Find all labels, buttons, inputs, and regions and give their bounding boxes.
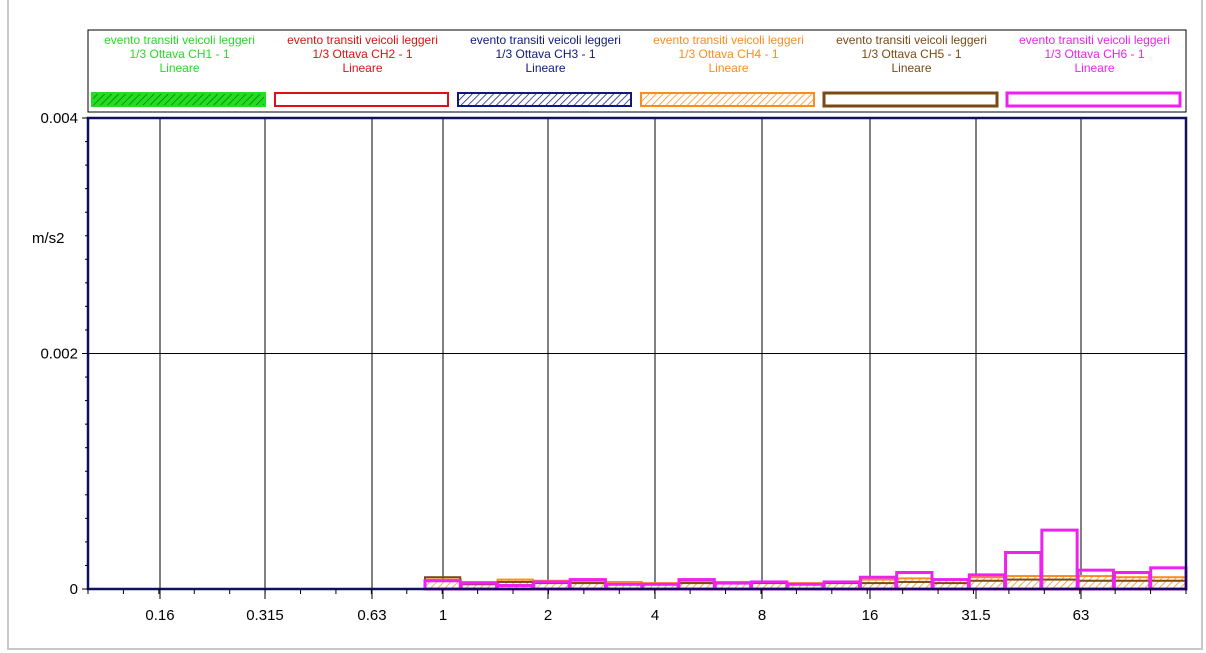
grid <box>88 117 1186 590</box>
x-tick-label: 0.16 <box>145 607 174 624</box>
legend-name: evento transiti veicoli leggeri <box>836 33 987 47</box>
legend-name: evento transiti veicoli leggeri <box>653 33 804 47</box>
legend-name: evento transiti veicoli leggeri <box>287 33 438 47</box>
legend-channel: 1/3 Ottava CH3 - 1 <box>495 47 595 61</box>
y-tick-label: 0.002 <box>40 346 78 363</box>
y-tick-label: 0.004 <box>40 110 78 127</box>
bar <box>895 577 934 591</box>
legend-swatch <box>91 92 266 107</box>
legend-channel: 1/3 Ottava CH4 - 1 <box>678 47 778 61</box>
legend-weighting: Lineare <box>1074 61 1114 75</box>
legend-weighting: Lineare <box>891 61 931 75</box>
legend-swatch <box>1005 91 1182 108</box>
legend-swatch <box>640 92 815 107</box>
x-tick-label: 16 <box>862 607 879 624</box>
x-tick-label: 63 <box>1073 607 1090 624</box>
bar <box>1040 575 1079 590</box>
axes: 0 0.002 0.004 m/s2 0.16 0.315 0.63 1 2 4 8 16 31.5 63 <box>32 110 1188 624</box>
legend-weighting: Lineare <box>342 61 382 75</box>
x-tick-label: 0.315 <box>246 607 284 624</box>
legend-weighting: Lineare <box>159 61 199 75</box>
x-tick-label: 2 <box>544 607 552 624</box>
x-tick-label: 31.5 <box>961 607 990 624</box>
legend-channel: 1/3 Ottava CH5 - 1 <box>861 47 961 61</box>
y-axis-label: m/s2 <box>32 230 65 247</box>
x-tick-label: 8 <box>758 607 766 624</box>
legend-weighting: Lineare <box>708 61 748 75</box>
chart-frame <box>7 0 1203 650</box>
bar <box>968 576 1006 590</box>
bar <box>1113 576 1151 590</box>
legend-name: evento transiti veicoli leggeri <box>470 33 621 47</box>
legend-swatch <box>822 91 999 108</box>
legend-weighting: Lineare <box>525 61 565 75</box>
legend-swatch <box>274 92 449 107</box>
y-tick-label: 0 <box>70 581 78 598</box>
legend-channel: 1/3 Ottava CH1 - 1 <box>129 47 229 61</box>
x-tick-label: 1 <box>439 607 447 624</box>
bars <box>423 528 1188 591</box>
bar <box>1077 575 1115 590</box>
bar <box>1004 575 1042 590</box>
x-tick-label: 0.63 <box>357 607 386 624</box>
legend-channel: 1/3 Ottava CH6 - 1 <box>1044 47 1144 61</box>
legend-name: evento transiti veicoli leggeri <box>1019 33 1170 47</box>
x-tick-label: 4 <box>651 607 659 624</box>
legend-name: evento transiti veicoli leggeri <box>104 33 255 47</box>
legend-swatch <box>457 92 632 107</box>
legend-channel: 1/3 Ottava CH2 - 1 <box>312 47 412 61</box>
bar <box>1149 576 1187 590</box>
